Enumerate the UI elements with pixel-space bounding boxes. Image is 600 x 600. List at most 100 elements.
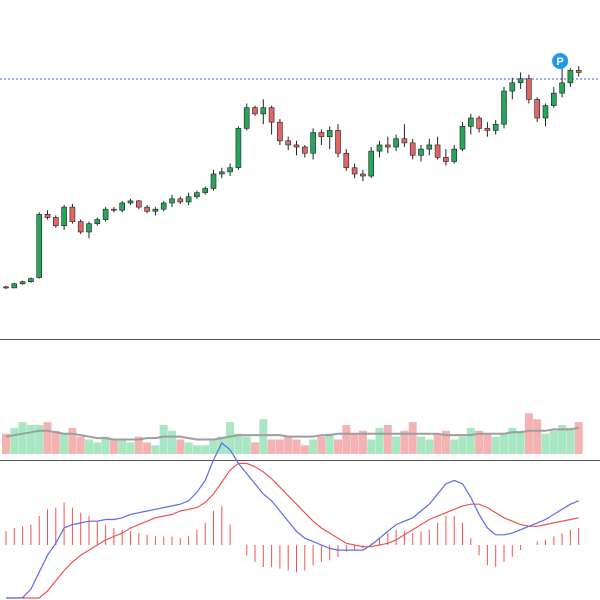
candle [260,99,267,125]
candle [169,194,175,208]
candle-body-down [3,286,9,289]
candle [476,115,482,133]
volume-bar-down [76,436,85,454]
candle [567,68,574,87]
candle [177,196,184,205]
candle-body-up [94,219,101,224]
volume-bar-up [309,439,318,454]
volume-bar-down [475,430,484,454]
candle [534,97,541,123]
candle-body-up [185,196,192,203]
volume-bar-up [541,433,550,454]
volume-bar-up [209,439,218,454]
candle-body-down [526,78,532,100]
candle-body-up [160,202,167,210]
volume-bar-up [367,439,376,454]
candle [542,103,549,127]
volume-bar-up [375,427,384,454]
candle [210,169,217,191]
volume-bar-down [383,425,392,454]
volume-bar-down [342,425,351,454]
candle-body-down [476,117,482,129]
candle-body-up [326,130,333,137]
candle [326,126,333,150]
candle-body-down [52,217,59,227]
candle [268,105,275,135]
candle-body-down [69,206,76,222]
candle [368,147,375,179]
candle [318,129,325,145]
volume-bar-down [176,439,185,454]
candle-body-down [443,157,449,162]
volume-bar-up [201,445,210,454]
candle-body-down [136,200,142,208]
candle [152,207,159,216]
candle-body-up [509,82,516,92]
candle-body-down [575,70,582,73]
volume-bar-up [126,442,135,454]
volume-bar-up [417,436,425,454]
candle-body-down [360,173,366,177]
candle [426,138,433,156]
candle-body-up [310,132,316,154]
candle [451,144,458,164]
volume-bar-up [466,427,475,454]
volume-bar-down [267,439,276,454]
candle [517,72,524,90]
candle-body-up [368,150,375,177]
macd-signal-line [6,462,579,599]
volume-bar-up [101,436,110,454]
p-marker-label: P [556,56,563,68]
candle-body-down [252,107,258,115]
volume-bar-down [433,433,442,454]
candle [202,186,208,195]
candle-body-up [169,198,175,204]
candle [343,149,350,171]
volume-bar-up [10,427,19,454]
candle-body-up [451,148,458,162]
candle [86,221,92,239]
candle-body-up [219,171,225,175]
candle-body-up [227,167,233,173]
volume-bar-up [226,422,235,454]
candle [194,190,200,199]
candle [335,124,341,158]
candle-body-up [86,223,92,233]
volume-bar-down [358,430,367,454]
volume-bar-up [151,445,160,454]
candle-body-down [285,140,292,146]
volume-bar-down [334,439,342,454]
volume-bar-up [85,439,93,454]
candle-body-down [44,214,51,218]
volume-bar-down [317,436,326,454]
candle [3,285,9,289]
candle [384,136,391,154]
candle-body-down [401,138,408,144]
volume-bar-up [491,436,500,454]
candle-body-down [318,132,325,137]
candle-body-up [152,208,159,212]
candle [136,199,142,210]
volume-bar-up [508,427,517,454]
candle [19,280,26,285]
volume-bar-up [234,433,243,454]
candle-body-up [542,105,549,119]
candle [94,217,101,226]
volume-bar-up [450,439,459,454]
candle [127,198,134,206]
candle [443,149,449,166]
volume-bar-up [458,436,467,454]
candle [301,144,308,158]
candle-body-up [127,200,134,204]
candle-body-up [517,78,524,84]
candle [459,122,466,152]
candle-body-down [268,107,275,123]
candle [501,86,507,129]
candle-body-down [301,146,308,154]
candle [69,204,76,224]
volume-bar-down [350,433,359,454]
candle-body-down [144,206,150,212]
volume-bar-up [60,433,69,454]
volume-bar-down [483,433,492,454]
candle [219,167,225,179]
